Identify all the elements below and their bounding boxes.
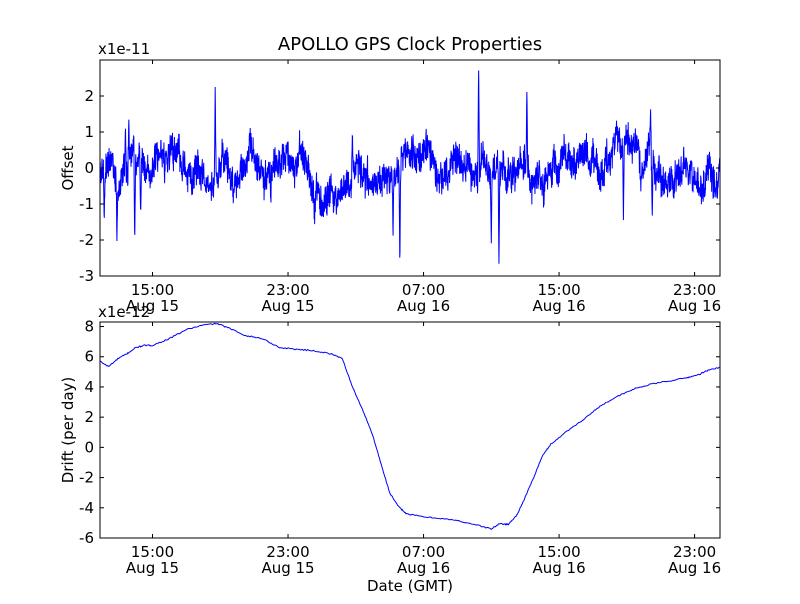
drift-xtick-time-label: 15:00 — [131, 543, 174, 561]
drift-xtick-time-label: 23:00 — [266, 543, 309, 561]
offset-xtick-date-label: Aug 16 — [668, 297, 721, 315]
offset-y-axis-label: Offset — [59, 145, 77, 190]
drift-xtick-date-label: Aug 16 — [668, 559, 721, 577]
drift-xtick-date-label: Aug 16 — [532, 559, 585, 577]
offset-ytick-label: -2 — [79, 231, 94, 249]
offset-xtick-time-label: 23:00 — [266, 281, 309, 299]
drift-ytick-label: -4 — [79, 499, 94, 517]
chart-title: APOLLO GPS Clock Properties — [278, 34, 542, 55]
drift-xtick-date-label: Aug 16 — [397, 559, 450, 577]
offset-ytick-label: 0 — [84, 159, 94, 177]
drift-xtick-time-label: 15:00 — [537, 543, 580, 561]
offset-xtick-date-label: Aug 15 — [126, 297, 179, 315]
offset-ytick-label: -1 — [79, 195, 94, 213]
offset-xtick-date-label: Aug 15 — [261, 297, 314, 315]
offset-series — [99, 70, 721, 264]
drift-y-multiplier: x1e-12 — [98, 303, 150, 321]
offset-xtick-date-label: Aug 16 — [397, 297, 450, 315]
offset-ytick-label: -3 — [79, 267, 94, 285]
drift-ytick-label: -6 — [79, 529, 94, 547]
drift-axes-frame — [99, 321, 721, 539]
drift-y-axis-label: Drift (per day) — [59, 377, 77, 484]
drift-ytick-label: 6 — [84, 348, 94, 366]
offset-xtick-time-label: 15:00 — [131, 281, 174, 299]
offset-y-multiplier: x1e-11 — [98, 40, 150, 58]
drift-series — [99, 322, 721, 530]
drift-xtick-time-label: 07:00 — [402, 543, 445, 561]
drift-ytick-label: 2 — [84, 408, 94, 426]
drift-xtick-time-label: 23:00 — [673, 543, 716, 561]
drift-line — [99, 322, 721, 530]
drift-xtick-date-label: Aug 15 — [126, 559, 179, 577]
drift-x-axis-label: Date (GMT) — [367, 577, 453, 595]
offset-xtick-time-label: 07:00 — [402, 281, 445, 299]
drift-ytick-label: 8 — [84, 318, 94, 336]
drift-ytick-label: -2 — [79, 469, 94, 487]
offset-xtick-time-label: 15:00 — [537, 281, 580, 299]
offset-ytick-label: 1 — [84, 123, 94, 141]
offset-xtick-date-label: Aug 16 — [532, 297, 585, 315]
drift-ytick-label: 4 — [84, 378, 94, 396]
drift-xtick-date-label: Aug 15 — [261, 559, 314, 577]
drift-ytick-label: 0 — [84, 438, 94, 456]
offset-ytick-label: 2 — [84, 87, 94, 105]
offset-line — [99, 70, 721, 264]
offset-xtick-time-label: 23:00 — [673, 281, 716, 299]
